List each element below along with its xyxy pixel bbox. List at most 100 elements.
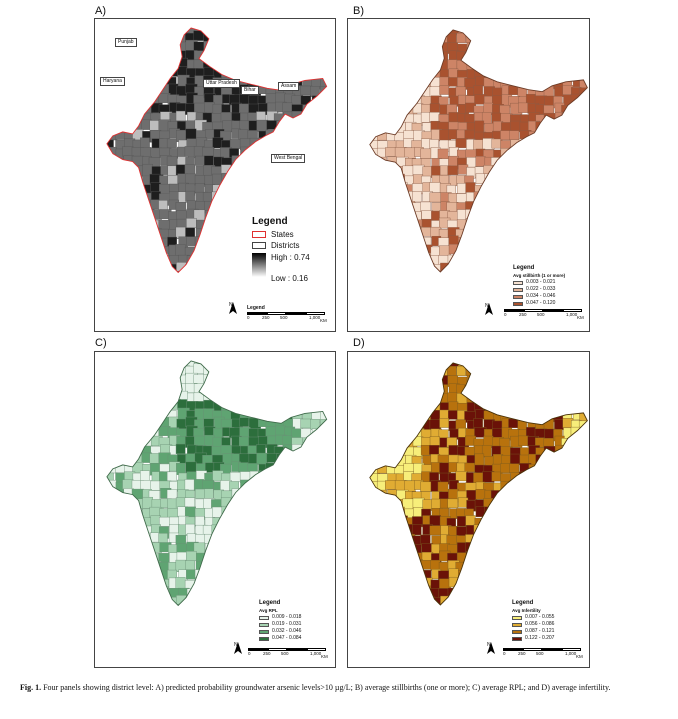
district-cell bbox=[265, 27, 277, 33]
district-cell bbox=[131, 508, 143, 519]
district-cell bbox=[465, 595, 476, 605]
district-cell bbox=[386, 193, 396, 206]
district-cell bbox=[310, 210, 322, 222]
district-cell bbox=[133, 104, 144, 116]
district-cell bbox=[106, 435, 119, 445]
district-cell bbox=[385, 577, 397, 590]
label-bihar: Bihar bbox=[241, 86, 259, 95]
district-cell bbox=[369, 411, 372, 422]
district-cell bbox=[501, 29, 514, 36]
district-cell bbox=[509, 362, 519, 370]
district-cell bbox=[106, 463, 108, 476]
district-cell bbox=[509, 229, 520, 241]
district-cell bbox=[124, 191, 135, 201]
district-cell bbox=[302, 445, 313, 458]
district-cell bbox=[482, 560, 494, 572]
district-cell bbox=[107, 254, 117, 265]
district-cell bbox=[544, 60, 556, 72]
district-cell bbox=[309, 383, 320, 394]
district-cell bbox=[239, 595, 251, 606]
district-cell bbox=[257, 569, 268, 581]
tick-250: 250 bbox=[262, 315, 270, 320]
district-cell bbox=[561, 401, 573, 414]
district-cell bbox=[142, 586, 153, 598]
district-cell bbox=[562, 60, 574, 71]
north-arrow-b: N bbox=[485, 303, 493, 315]
district-cell bbox=[106, 94, 118, 107]
district-cell bbox=[528, 498, 539, 508]
district-cell bbox=[115, 445, 127, 457]
district-cell bbox=[133, 27, 145, 34]
district-cell bbox=[544, 454, 556, 467]
district-cell bbox=[552, 41, 563, 53]
district-cell bbox=[571, 491, 582, 503]
district-cell bbox=[555, 393, 568, 405]
district-cell bbox=[158, 400, 170, 412]
district-cell bbox=[178, 271, 190, 273]
district-cell bbox=[429, 525, 442, 536]
district-cell bbox=[221, 534, 235, 544]
district-cell bbox=[319, 164, 327, 175]
district-cell bbox=[221, 226, 232, 238]
district-cell bbox=[527, 542, 540, 554]
district-cell bbox=[535, 157, 547, 168]
district-cell bbox=[106, 193, 108, 205]
district-cell bbox=[526, 480, 539, 493]
district-cell bbox=[572, 192, 583, 203]
district-cell bbox=[221, 208, 233, 220]
district-cell bbox=[168, 270, 181, 273]
district-cell bbox=[490, 217, 503, 229]
district-cell bbox=[475, 543, 487, 554]
district-cell bbox=[377, 104, 389, 115]
district-cell bbox=[221, 374, 233, 387]
legend-title: Legend bbox=[512, 600, 534, 606]
district-cell bbox=[329, 218, 336, 229]
district-cell bbox=[220, 263, 231, 273]
district-cell bbox=[535, 524, 547, 534]
district-cell bbox=[131, 202, 143, 213]
district-cell bbox=[482, 365, 495, 376]
district-cell bbox=[466, 42, 477, 54]
district-cell bbox=[546, 543, 557, 555]
district-cell bbox=[534, 576, 545, 588]
district-cell bbox=[319, 147, 327, 159]
district-cell bbox=[265, 59, 277, 70]
district-cell bbox=[204, 27, 217, 32]
district-cell bbox=[212, 226, 224, 239]
district-cell bbox=[283, 138, 294, 149]
district-cell bbox=[500, 535, 510, 546]
district-cell bbox=[589, 79, 590, 89]
district-cell bbox=[510, 176, 521, 186]
district-cell bbox=[589, 516, 590, 527]
district-cell bbox=[545, 235, 558, 246]
district-cell bbox=[430, 367, 442, 379]
district-cell bbox=[519, 507, 531, 520]
district-cell bbox=[178, 604, 190, 606]
district-cell bbox=[527, 76, 539, 89]
district-cell bbox=[588, 70, 590, 81]
district-cell bbox=[284, 507, 295, 519]
district-cell bbox=[563, 174, 575, 186]
district-cell bbox=[456, 32, 466, 43]
district-cell bbox=[169, 48, 179, 59]
district-cell bbox=[150, 532, 160, 543]
district-cell bbox=[106, 400, 117, 413]
district-cell bbox=[571, 482, 582, 492]
district-cell bbox=[203, 255, 215, 266]
district-cell bbox=[457, 579, 470, 590]
legend-swatch bbox=[259, 629, 269, 634]
district-cell bbox=[257, 390, 270, 401]
district-cell bbox=[517, 210, 528, 221]
district-cell bbox=[385, 561, 395, 572]
district-cell bbox=[310, 516, 322, 528]
district-cell bbox=[116, 514, 128, 528]
district-cell bbox=[282, 41, 294, 52]
district-cell bbox=[140, 408, 152, 419]
district-cell bbox=[151, 244, 163, 257]
district-cell bbox=[377, 579, 390, 591]
district-cell bbox=[553, 192, 564, 203]
district-cell bbox=[545, 585, 558, 597]
district-cell bbox=[501, 210, 513, 220]
district-cell bbox=[284, 552, 296, 563]
district-cell bbox=[106, 31, 110, 43]
